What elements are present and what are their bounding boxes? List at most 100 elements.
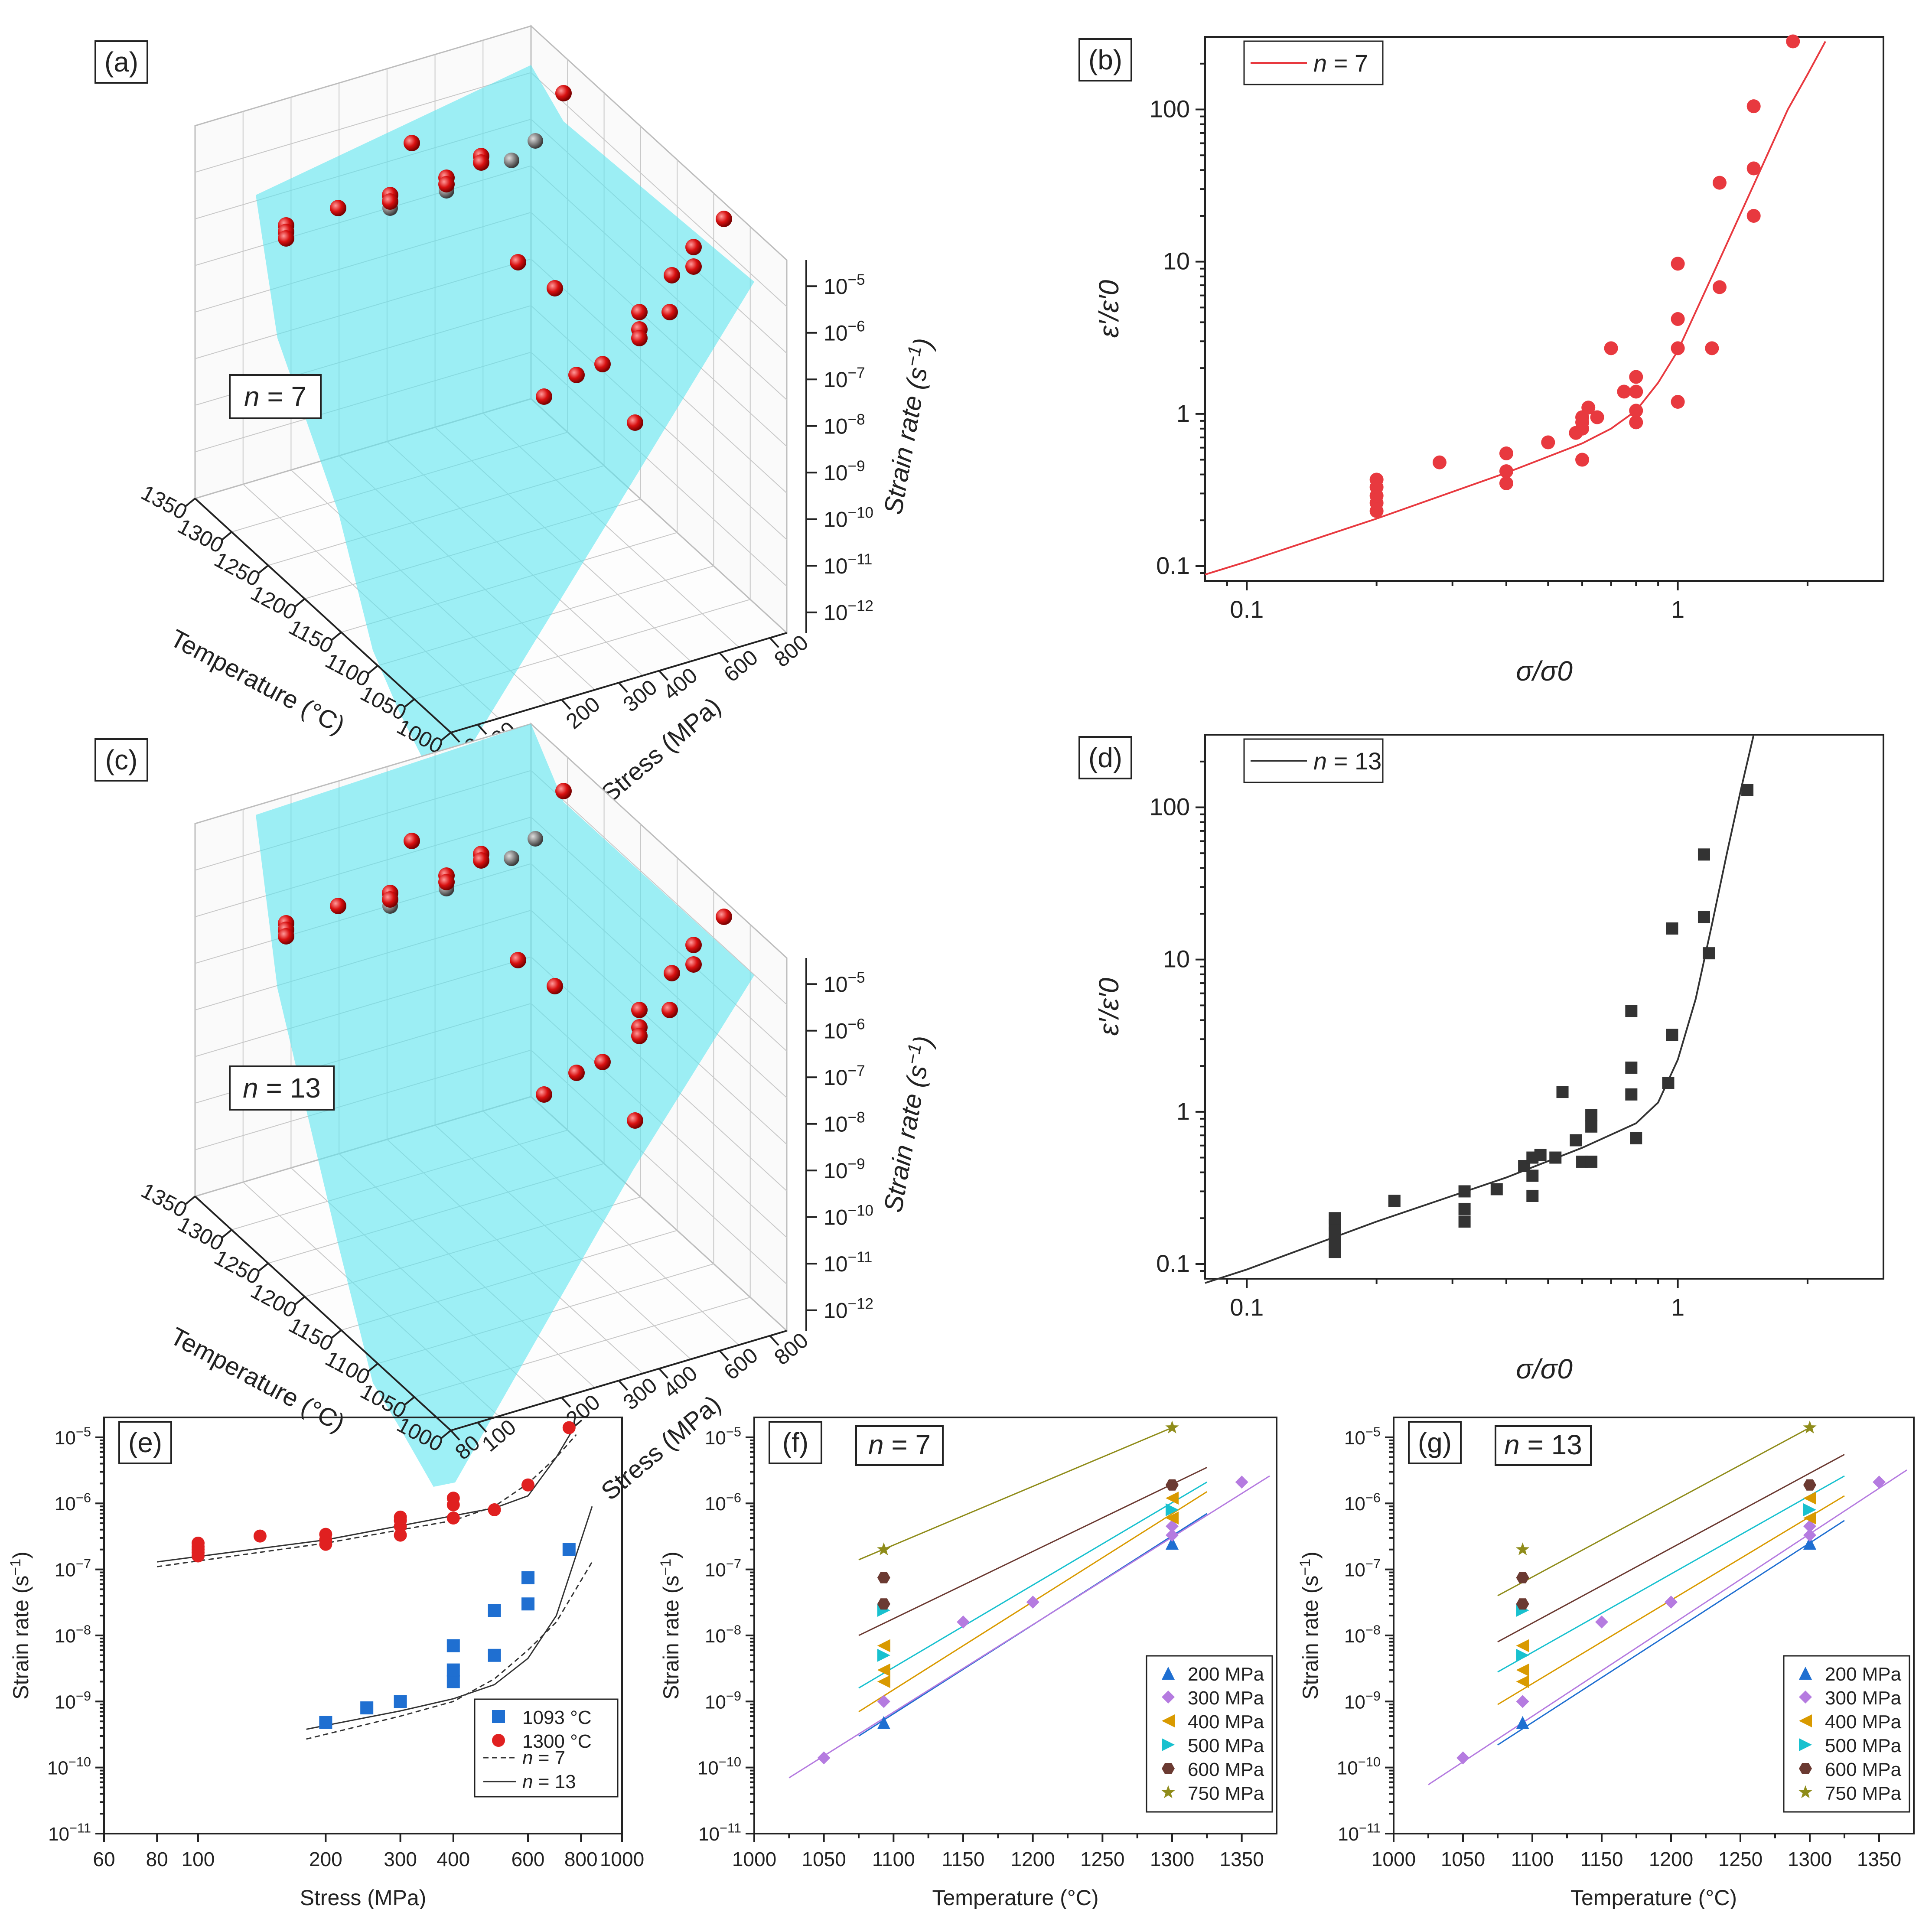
y-tick-label: 10−10 (697, 1754, 741, 1779)
data-sphere (716, 211, 732, 227)
data-point (521, 1478, 535, 1492)
panel-f: 1000 1050 1100 1150 1200 1250 1300 1350 10−11 10−… (658, 1417, 1277, 1909)
y-tick-label: 10−5 (1344, 1424, 1381, 1448)
data-sphere (568, 367, 585, 383)
panel-label: (d) (1088, 742, 1122, 773)
y-tick-label: 10−8 (55, 1622, 91, 1646)
data-point (1803, 1420, 1817, 1433)
strain-tick-label: 10−8 (824, 411, 865, 439)
data-point (1516, 1648, 1529, 1662)
temperature-tick (440, 1430, 452, 1439)
n-value-box (855, 1425, 944, 1466)
data-sphere-grey (504, 153, 519, 168)
temperature-tick (222, 531, 232, 541)
data-point (1697, 911, 1710, 923)
data-sphere (330, 898, 346, 914)
legend-label: 750 MPa (1825, 1783, 1902, 1804)
stress-tick (769, 1335, 779, 1346)
x-tick-label: 1000 (600, 1848, 644, 1870)
strain-tick-label: 10−5 (824, 271, 865, 299)
data-sphere (404, 833, 420, 849)
x-tick-label: 0.1 (1230, 1293, 1264, 1321)
x-tick-label: 300 (384, 1848, 417, 1870)
data-point (1746, 161, 1761, 176)
stress-tick (561, 1397, 571, 1408)
data-point (877, 1598, 890, 1610)
data-point (394, 1510, 407, 1524)
data-point (1803, 1479, 1816, 1491)
data-point (877, 1572, 890, 1583)
data-point (1712, 280, 1727, 294)
n-value-label: n = 13 (243, 1072, 321, 1104)
data-point (1803, 1520, 1816, 1533)
data-sphere (547, 280, 563, 296)
legend-label: 1300 °C (522, 1731, 591, 1752)
data-point (1803, 1503, 1816, 1516)
panel-label: (b) (1088, 44, 1122, 75)
x-tick-label: 1000 (732, 1848, 776, 1870)
fit-line (1497, 1475, 1845, 1673)
data-point (1165, 1420, 1179, 1433)
data-point (1746, 208, 1761, 223)
data-point (1329, 1212, 1341, 1225)
fit-line (1497, 1520, 1845, 1746)
data-point (1235, 1476, 1248, 1489)
y-tick-label: 10−6 (55, 1490, 91, 1515)
data-point (877, 1542, 891, 1556)
data-point (1629, 404, 1643, 418)
data-point (1671, 257, 1685, 271)
panel-label-box (1408, 1421, 1462, 1464)
data-point (521, 1571, 535, 1584)
data-point (1617, 384, 1631, 399)
temperature-tick (185, 498, 196, 507)
x-tick-label: 1250 (1718, 1848, 1763, 1870)
panel-label-box (1078, 736, 1132, 779)
data-point (191, 1536, 205, 1550)
data-point (1516, 1598, 1529, 1610)
model-curve (306, 1506, 593, 1730)
data-point (1803, 1528, 1816, 1542)
data-point (1162, 1667, 1175, 1680)
panel-label: (f) (782, 1427, 808, 1458)
plot-frame (103, 1417, 623, 1834)
data-point (1369, 472, 1384, 487)
n-value-box (1495, 1425, 1592, 1466)
stress-tick (477, 1422, 487, 1433)
data-point (1585, 1155, 1598, 1168)
strain-tick-label: 10−9 (824, 458, 865, 485)
legend-label: 500 MPa (1825, 1735, 1902, 1756)
data-point (1166, 1512, 1179, 1525)
data-point (1432, 455, 1447, 469)
strain-tick-label: 10−12 (824, 1296, 873, 1323)
data-point (253, 1529, 267, 1543)
x-tick-label: 100 (182, 1848, 215, 1870)
data-point (1604, 341, 1618, 355)
temperature-tick (294, 1296, 306, 1305)
y-tick-label: 100 (1150, 793, 1190, 821)
data-sphere (568, 1065, 585, 1081)
x-axis-title: σ/σ0 (1516, 655, 1573, 687)
strain-tick-label: 10−9 (824, 1156, 865, 1183)
panel-label: (g) (1418, 1427, 1452, 1458)
stress-tick (450, 1430, 460, 1441)
data-point (1499, 446, 1513, 460)
data-point (1456, 1751, 1469, 1765)
data-sphere (627, 1112, 643, 1129)
n-value-label: n = 7 (868, 1429, 931, 1460)
y-tick-label: 10−7 (55, 1556, 91, 1580)
y-tick-label: 10−9 (705, 1688, 741, 1713)
data-point (1625, 1088, 1638, 1101)
data-point (1026, 1595, 1039, 1609)
x-tick-label: 1100 (1511, 1848, 1554, 1870)
data-point (1798, 1785, 1812, 1798)
data-point (817, 1751, 831, 1765)
strain-tick-label: 10−6 (824, 1016, 865, 1043)
y-axis-title: ε′/ε′0 (1093, 280, 1124, 338)
data-sphere (473, 154, 489, 171)
strain-tick-label: 10−11 (824, 551, 872, 578)
data-point (1705, 341, 1719, 355)
n-value-box (229, 374, 322, 419)
x-tick-label: 1350 (1219, 1848, 1264, 1870)
data-point (1697, 848, 1710, 861)
y-tick-label: 1 (1176, 1098, 1190, 1125)
